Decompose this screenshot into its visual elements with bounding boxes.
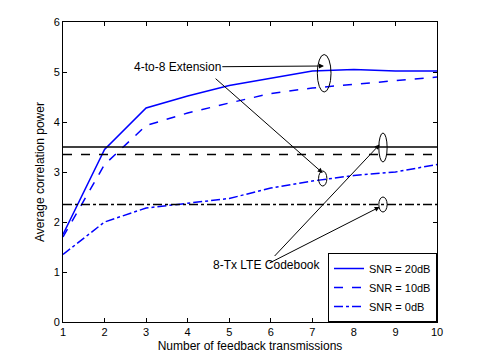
svg-text:3: 3	[54, 166, 60, 178]
svg-text:3: 3	[143, 326, 149, 338]
svg-text:9: 9	[392, 326, 398, 338]
svg-text:4: 4	[185, 326, 191, 338]
svg-text:1: 1	[54, 266, 60, 278]
svg-text:0: 0	[54, 316, 60, 328]
svg-text:Number of feedback transmissio: Number of feedback transmissions	[158, 339, 343, 353]
svg-text:5: 5	[226, 326, 232, 338]
svg-text:10: 10	[431, 326, 443, 338]
svg-text:8-Tx LTE Codebook: 8-Tx LTE Codebook	[213, 258, 320, 272]
svg-text:7: 7	[309, 326, 315, 338]
svg-text:Average correlation power: Average correlation power	[33, 102, 47, 242]
svg-text:6: 6	[268, 326, 274, 338]
svg-text:SNR = 0dB: SNR = 0dB	[369, 301, 424, 313]
svg-text:6: 6	[54, 16, 60, 28]
svg-text:SNR = 20dB: SNR = 20dB	[369, 263, 430, 275]
svg-text:1: 1	[60, 326, 66, 338]
svg-text:4-to-8 Extension: 4-to-8 Extension	[134, 60, 221, 74]
svg-text:2: 2	[54, 216, 60, 228]
svg-text:2: 2	[101, 326, 107, 338]
svg-text:SNR = 10dB: SNR = 10dB	[369, 282, 430, 294]
svg-text:4: 4	[54, 116, 60, 128]
svg-text:8: 8	[351, 326, 357, 338]
svg-text:5: 5	[54, 66, 60, 78]
